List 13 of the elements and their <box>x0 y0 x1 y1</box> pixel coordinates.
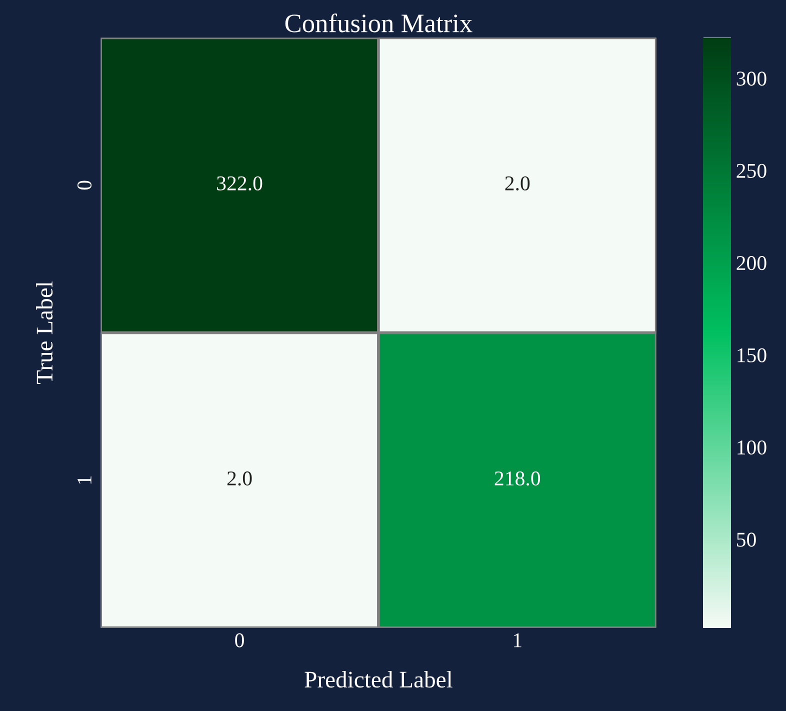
color-bar-label: 300 <box>736 72 766 86</box>
data-label: 2.0 <box>505 176 530 191</box>
chart-title: Confusion Matrix <box>285 13 472 32</box>
data-label: 2.0 <box>227 471 252 486</box>
data-label: 322.0 <box>217 176 262 191</box>
x-axis-title: Predicted Label <box>304 671 452 688</box>
color-bar-label: 250 <box>736 164 766 178</box>
color-bar-label: 100 <box>738 440 766 455</box>
color-bar-label: 50 <box>737 532 756 547</box>
color-bar-label: 150 <box>738 348 766 362</box>
y-axis-title: True Label <box>36 282 53 384</box>
data-label: 218.0 <box>494 471 540 486</box>
color-bar-label: 200 <box>736 256 766 270</box>
